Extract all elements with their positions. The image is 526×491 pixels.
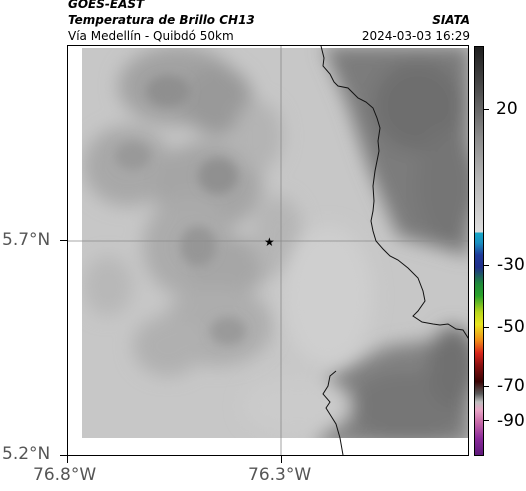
station-star-icon: ★	[264, 235, 275, 249]
colorbar-tick-mark	[484, 109, 489, 110]
satellite-source: GOES-EAST	[68, 0, 145, 11]
colorbar-tick-label: -90	[497, 411, 525, 431]
colorbar-tick-mark	[484, 386, 489, 387]
lon-tick-mark	[281, 456, 282, 463]
brightness-temperature-map: ★	[68, 46, 468, 455]
lat-tick-label: 5.7°N	[2, 230, 51, 250]
lon-tick-label: 76.3°W	[248, 465, 312, 485]
border-lines	[320, 46, 468, 455]
colorbar-tick-mark	[484, 265, 489, 266]
organization-label: SIATA	[432, 13, 470, 27]
timestamp-label: 2024-03-03 16:29	[361, 29, 470, 43]
lon-tick-mark	[67, 456, 68, 463]
lat-tick-mark	[60, 455, 67, 456]
colorbar-tick-mark	[484, 420, 489, 421]
map-panel: ★	[67, 45, 469, 456]
colorbar-tick-label: -70	[497, 376, 525, 396]
lat-tick-mark	[60, 240, 67, 241]
colorbar	[474, 46, 484, 456]
colorbar-tick-mark	[484, 327, 489, 328]
region-subtitle: Vía Medellín - Quibdó 50km	[68, 29, 234, 43]
lon-tick-label: 76.8°W	[33, 465, 97, 485]
temperature-field	[82, 48, 468, 438]
lat-tick-label: 5.2°N	[2, 444, 51, 464]
colorbar-tick-label: -50	[497, 317, 525, 337]
colorbar-tick-label: 20	[496, 99, 518, 119]
colorbar-tick-label: -30	[497, 255, 525, 275]
product-title: Temperatura de Brillo CH13	[68, 13, 255, 27]
